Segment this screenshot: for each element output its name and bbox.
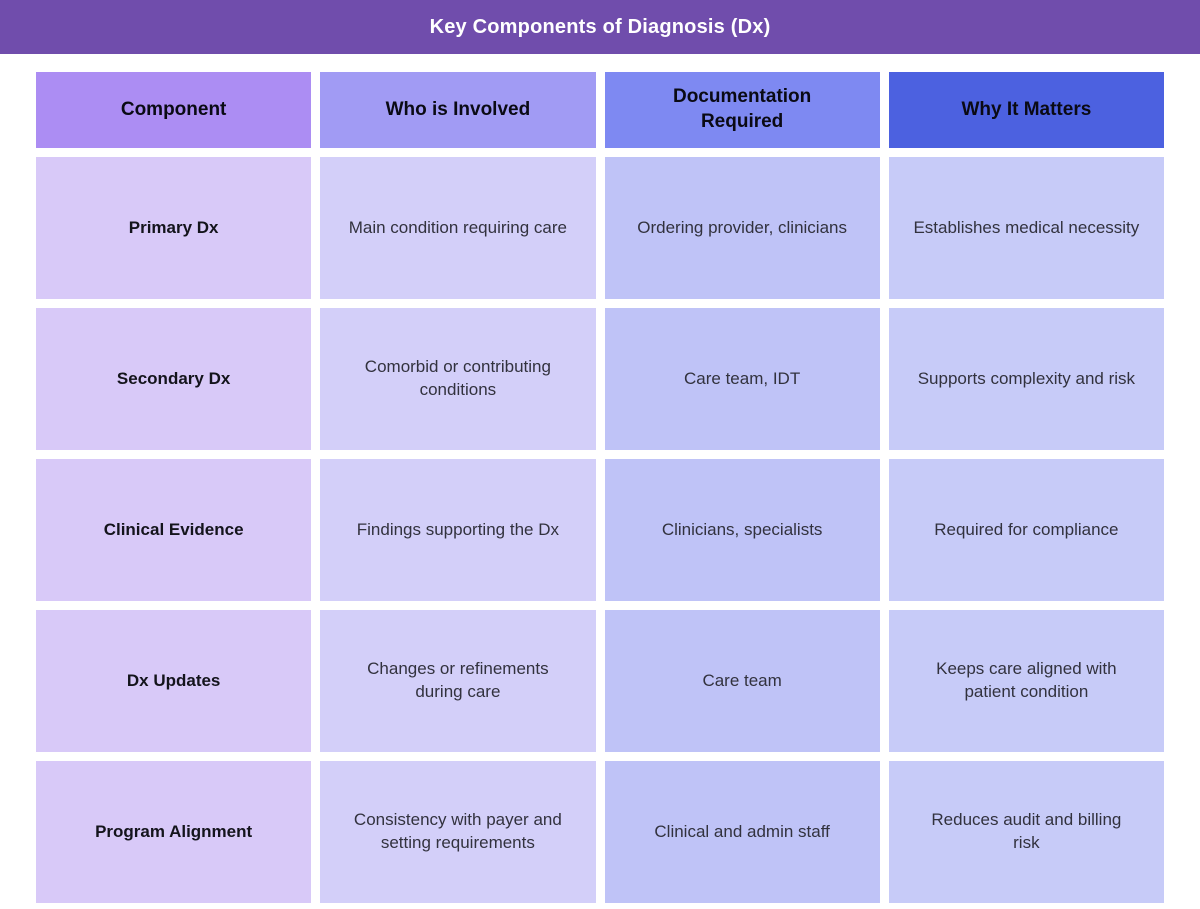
page-title: Key Components of Diagnosis (Dx) xyxy=(429,15,771,38)
diagnosis-table: Component Who is Involved Documentation … xyxy=(36,72,1164,903)
table-cell: Establishes medical necessity xyxy=(888,157,1164,299)
table-cell: Clinicians, specialists xyxy=(604,459,880,601)
table-cell: Reduces audit and billing risk xyxy=(888,761,1164,903)
table-cell: Comorbid or contributing conditions xyxy=(320,308,596,450)
table-cell: Findings supporting the Dx xyxy=(320,459,596,601)
title-banner: Key Components of Diagnosis (Dx) xyxy=(0,0,1200,54)
table-cell: Primary Dx xyxy=(36,157,312,299)
table-cell: Dx Updates xyxy=(36,610,312,752)
table-cell: Care team xyxy=(604,610,880,752)
table-cell: Secondary Dx xyxy=(36,308,312,450)
table-cell: Keeps care aligned with patient conditio… xyxy=(888,610,1164,752)
table-cell: Supports complexity and risk xyxy=(888,308,1164,450)
table-cell: Program Alignment xyxy=(36,761,312,903)
table-cell: Clinical and admin staff xyxy=(604,761,880,903)
table-cell: Required for compliance xyxy=(888,459,1164,601)
table-cell: Main condition requiring care xyxy=(320,157,596,299)
column-header-documentation-required: Documentation Required xyxy=(604,72,880,148)
column-header-why-it-matters: Why It Matters xyxy=(888,72,1164,148)
table-cell: Consistency with payer and setting requi… xyxy=(320,761,596,903)
table-cell: Care team, IDT xyxy=(604,308,880,450)
column-header-component: Component xyxy=(36,72,312,148)
table-cell: Changes or refinements during care xyxy=(320,610,596,752)
table-cell: Clinical Evidence xyxy=(36,459,312,601)
table-cell: Ordering provider, clinicians xyxy=(604,157,880,299)
column-header-who-is-involved: Who is Involved xyxy=(320,72,596,148)
